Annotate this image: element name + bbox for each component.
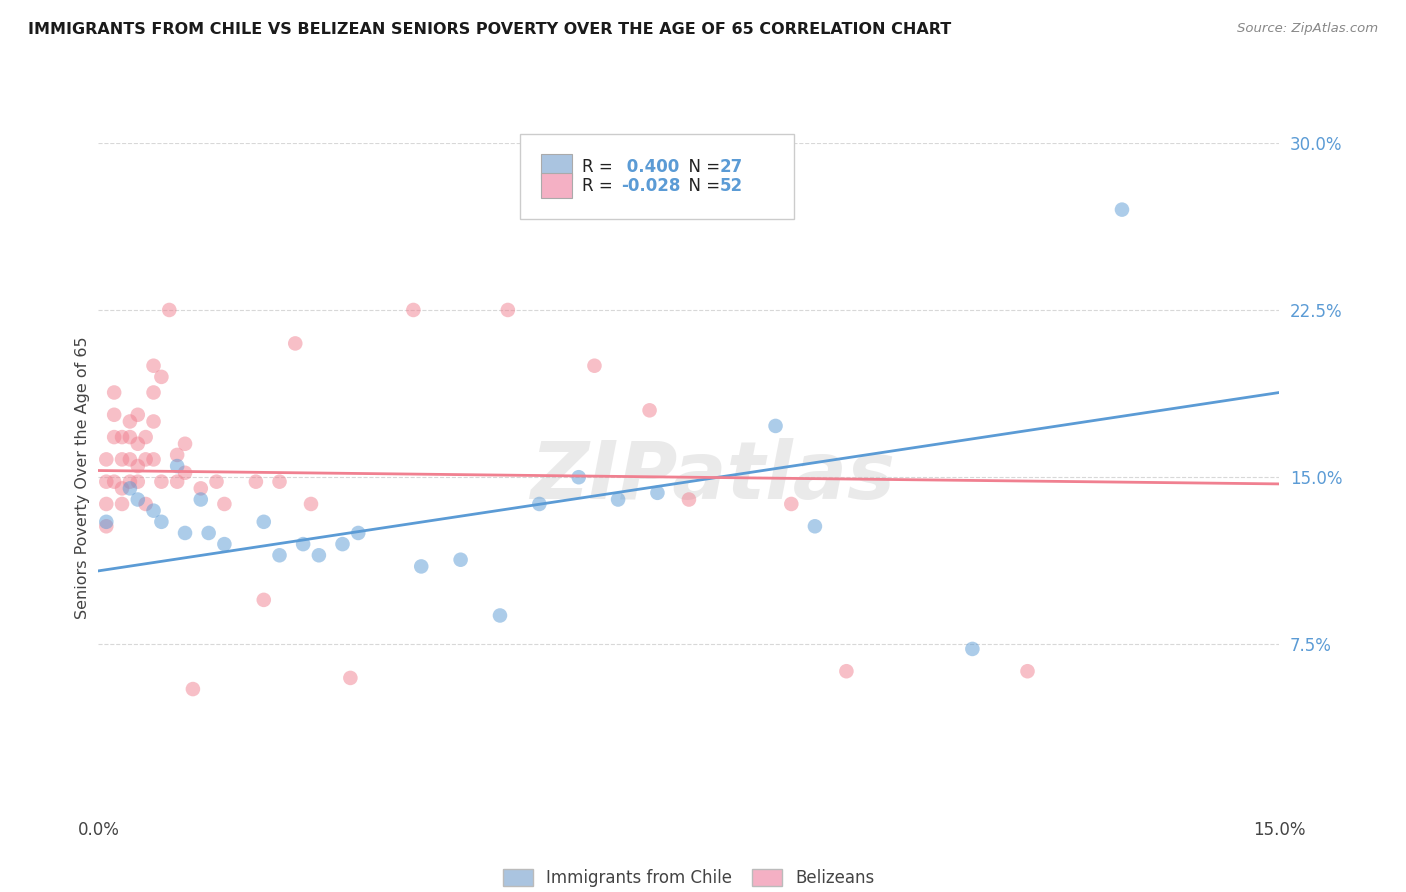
Point <box>142 359 165 373</box>
Point <box>96 497 118 511</box>
Point <box>284 336 307 351</box>
Point <box>496 303 519 318</box>
Point <box>118 430 141 444</box>
Point <box>765 419 787 434</box>
Point <box>135 430 157 444</box>
Point <box>111 430 134 444</box>
Point <box>96 519 118 533</box>
Point <box>607 492 630 507</box>
Point <box>118 482 141 496</box>
Point <box>214 497 236 511</box>
Point <box>1017 664 1039 678</box>
Point <box>103 385 125 400</box>
Point <box>638 403 661 417</box>
Point <box>835 664 858 678</box>
Point <box>450 552 472 567</box>
Point <box>127 459 149 474</box>
Point <box>583 359 606 373</box>
Point <box>150 369 173 384</box>
Point <box>118 414 141 429</box>
Point <box>197 526 219 541</box>
Point <box>269 548 291 563</box>
Text: ZIPatlas: ZIPatlas <box>530 438 896 516</box>
Y-axis label: Seniors Poverty Over the Age of 65: Seniors Poverty Over the Age of 65 <box>75 336 90 618</box>
Point <box>962 642 984 657</box>
Point <box>190 482 212 496</box>
Point <box>174 436 197 450</box>
Text: -0.028: -0.028 <box>621 177 681 194</box>
Point <box>127 492 149 507</box>
Point <box>103 475 125 489</box>
Point <box>253 515 276 529</box>
Point <box>804 519 827 533</box>
Point <box>181 681 204 696</box>
Point <box>402 303 425 318</box>
Text: 0.400: 0.400 <box>621 158 679 176</box>
Point <box>190 492 212 507</box>
Point <box>96 515 118 529</box>
Text: 52: 52 <box>720 177 742 194</box>
Point <box>299 497 322 511</box>
Text: Source: ZipAtlas.com: Source: ZipAtlas.com <box>1237 22 1378 36</box>
Point <box>127 475 149 489</box>
Point <box>118 475 141 489</box>
Legend: Immigrants from Chile, Belizeans: Immigrants from Chile, Belizeans <box>496 863 882 892</box>
Text: R =: R = <box>582 158 619 176</box>
Point <box>103 408 125 422</box>
Point <box>142 385 165 400</box>
Point <box>96 475 118 489</box>
Point <box>568 470 591 484</box>
Point <box>205 475 228 489</box>
Point <box>332 537 354 551</box>
Point <box>678 492 700 507</box>
Point <box>111 497 134 511</box>
Point <box>166 459 188 474</box>
Point <box>245 475 267 489</box>
Point <box>157 303 180 318</box>
Text: R =: R = <box>582 177 619 194</box>
Point <box>529 497 551 511</box>
Point <box>127 436 149 450</box>
Text: IMMIGRANTS FROM CHILE VS BELIZEAN SENIORS POVERTY OVER THE AGE OF 65 CORRELATION: IMMIGRANTS FROM CHILE VS BELIZEAN SENIOR… <box>28 22 952 37</box>
Point <box>780 497 803 511</box>
Point <box>253 592 276 607</box>
Point <box>135 497 157 511</box>
Point <box>111 482 134 496</box>
Point <box>489 608 512 623</box>
Point <box>1111 202 1133 217</box>
Point <box>308 548 330 563</box>
Text: N =: N = <box>678 177 725 194</box>
Point <box>96 452 118 467</box>
Point <box>292 537 315 551</box>
Point <box>142 452 165 467</box>
Point <box>339 671 361 685</box>
Point <box>127 408 149 422</box>
Point <box>150 475 173 489</box>
Point <box>166 475 188 489</box>
Text: N =: N = <box>678 158 725 176</box>
Point <box>166 448 188 462</box>
Point <box>174 526 197 541</box>
Point <box>118 452 141 467</box>
Point <box>347 526 370 541</box>
Point <box>142 503 165 517</box>
Point <box>103 430 125 444</box>
Point <box>111 452 134 467</box>
Point <box>142 414 165 429</box>
Point <box>647 485 669 500</box>
Text: 27: 27 <box>720 158 744 176</box>
Point <box>214 537 236 551</box>
Point <box>135 452 157 467</box>
Point <box>150 515 173 529</box>
Point <box>411 559 433 574</box>
Point <box>174 466 197 480</box>
Point <box>269 475 291 489</box>
